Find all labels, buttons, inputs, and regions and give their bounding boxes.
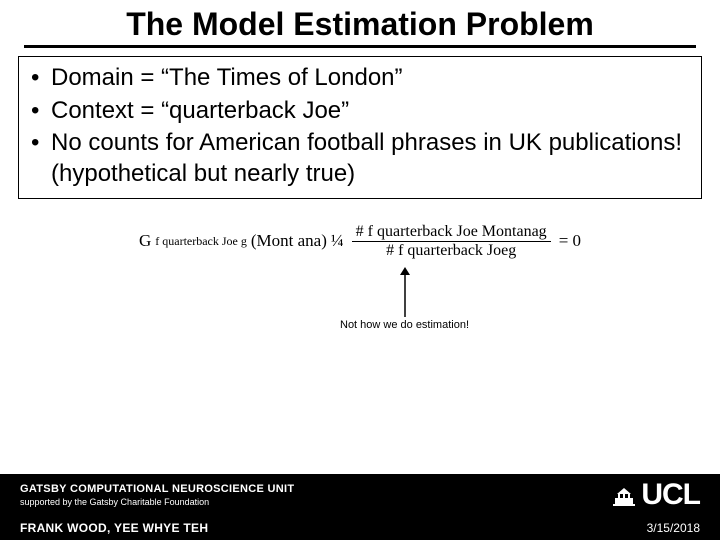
ucl-logo: UCL — [613, 478, 700, 512]
arrow-up-icon — [399, 267, 411, 317]
bullet-item: Domain = “The Times of London” — [29, 63, 691, 94]
bullet-item: Context = “quarterback Joe” — [29, 96, 691, 127]
footer-authors: FRANK WOOD, YEE WHYE TEH — [20, 521, 208, 535]
ucl-logo-text: UCL — [641, 478, 700, 512]
formula-numerator: # f quarterback Joe Montanag — [352, 223, 551, 241]
footer-unit: GATSBY COMPUTATIONAL NEUROSCIENCE UNIT — [20, 483, 294, 495]
formula-approx: ¼ — [331, 231, 344, 251]
footer: GATSBY COMPUTATIONAL NEUROSCIENCE UNIT s… — [0, 474, 720, 540]
formula-denominator: # f quarterback Joeg — [382, 242, 520, 260]
formula-region: G f quarterback Joe g (Mont ana) ¼ # f q… — [0, 223, 720, 260]
building-icon — [613, 484, 635, 506]
slide: The Model Estimation Problem Domain = “T… — [0, 0, 720, 540]
formula-lhs-symbol: G — [139, 231, 151, 251]
footer-top-left: GATSBY COMPUTATIONAL NEUROSCIENCE UNIT s… — [20, 483, 294, 507]
body-frame: Domain = “The Times of London” Context =… — [18, 56, 702, 199]
title-wrap: The Model Estimation Problem — [0, 0, 720, 50]
formula-lhs-sub: f quarterback Joe g — [155, 234, 247, 249]
formula-fraction: # f quarterback Joe Montanag # f quarter… — [352, 223, 551, 260]
bullet-list: Domain = “The Times of London” Context =… — [29, 63, 691, 190]
footer-top: GATSBY COMPUTATIONAL NEUROSCIENCE UNIT s… — [0, 474, 720, 516]
formula-rhs: = 0 — [559, 231, 581, 251]
arrow-caption: Not how we do estimation! — [340, 319, 469, 331]
slide-title: The Model Estimation Problem — [24, 6, 696, 48]
formula: G f quarterback Joe g (Mont ana) ¼ # f q… — [30, 223, 690, 260]
arrow-annotation: Not how we do estimation! — [340, 267, 469, 331]
formula-arg: (Mont ana) — [251, 231, 327, 251]
footer-date: 3/15/2018 — [647, 521, 700, 535]
bullet-item: No counts for American football phrases … — [29, 128, 691, 189]
footer-support: supported by the Gatsby Charitable Found… — [20, 497, 294, 507]
footer-bottom: FRANK WOOD, YEE WHYE TEH 3/15/2018 — [0, 516, 720, 540]
